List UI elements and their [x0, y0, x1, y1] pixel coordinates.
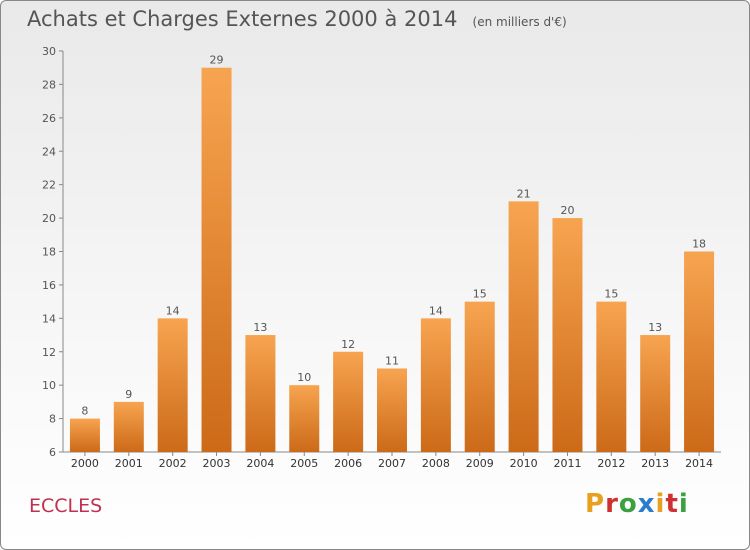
x-tick-label: 2008 — [422, 457, 450, 470]
data-label: 15 — [473, 288, 487, 301]
data-label: 13 — [648, 321, 662, 334]
y-tick-label: 24 — [42, 145, 56, 158]
bar — [420, 318, 451, 452]
x-tick-label: 2000 — [71, 457, 99, 470]
bar — [596, 301, 627, 452]
proxiti-logo[interactable]: Proxiti — [585, 489, 689, 519]
logo-letter: o — [618, 489, 638, 519]
y-tick-label: 8 — [49, 413, 56, 426]
y-tick-label: 30 — [42, 45, 56, 58]
logo-letter: t — [665, 489, 679, 519]
logo-letter: i — [655, 489, 666, 519]
y-tick-label: 26 — [42, 112, 56, 125]
logo-letter: P — [585, 489, 606, 519]
bar — [289, 385, 320, 452]
y-tick-label: 14 — [42, 312, 56, 325]
data-label: 20 — [560, 204, 574, 217]
y-tick-label: 16 — [42, 279, 56, 292]
y-tick-label: 12 — [42, 346, 56, 359]
bar — [245, 335, 276, 452]
data-label: 8 — [81, 405, 88, 418]
x-tick-label: 2011 — [553, 457, 581, 470]
x-tick-label: 2004 — [246, 457, 274, 470]
bar — [640, 335, 671, 452]
logo-letter: r — [605, 489, 619, 519]
data-label: 12 — [341, 338, 355, 351]
bar — [69, 418, 100, 452]
y-tick-label: 10 — [42, 379, 56, 392]
data-label: 11 — [385, 354, 399, 367]
x-tick-label: 2002 — [159, 457, 187, 470]
commune-name: ECCLES — [29, 495, 103, 517]
bar — [333, 351, 364, 452]
y-tick-label: 20 — [42, 212, 56, 225]
bar — [157, 318, 188, 452]
bar — [201, 67, 232, 452]
x-tick-label: 2009 — [466, 457, 494, 470]
logo-letter: x — [637, 489, 656, 519]
y-tick-label: 28 — [42, 78, 56, 91]
chart-subtitle: (en milliers d'€) — [472, 15, 567, 29]
x-tick-label: 2003 — [203, 457, 231, 470]
x-tick-label: 2013 — [641, 457, 669, 470]
data-label: 14 — [429, 304, 443, 317]
data-label: 21 — [517, 187, 531, 200]
data-label: 18 — [692, 238, 706, 251]
y-tick-label: 6 — [49, 446, 56, 459]
bar — [113, 401, 144, 452]
bar — [377, 368, 407, 452]
x-tick-label: 2012 — [597, 457, 625, 470]
x-tick-label: 2001 — [115, 457, 143, 470]
data-label: 9 — [125, 388, 132, 401]
bar — [552, 218, 583, 452]
x-tick-label: 2007 — [378, 457, 406, 470]
y-tick-label: 18 — [42, 246, 56, 259]
x-tick-label: 2010 — [510, 457, 538, 470]
data-label: 10 — [297, 371, 311, 384]
bar — [464, 301, 495, 452]
data-label: 15 — [604, 288, 618, 301]
y-tick-label: 22 — [42, 179, 56, 192]
logo-letter: i — [678, 489, 689, 519]
x-tick-label: 2005 — [290, 457, 318, 470]
data-label: 29 — [210, 54, 224, 67]
chart-title-block: Achats et Charges Externes 2000 à 2014 (… — [27, 7, 567, 31]
x-tick-label: 2014 — [685, 457, 713, 470]
bar — [684, 251, 715, 452]
bar — [508, 201, 539, 452]
chart-title: Achats et Charges Externes 2000 à 2014 — [27, 7, 458, 31]
x-tick-label: 2006 — [334, 457, 362, 470]
data-label: 14 — [166, 304, 180, 317]
data-label: 13 — [253, 321, 267, 334]
